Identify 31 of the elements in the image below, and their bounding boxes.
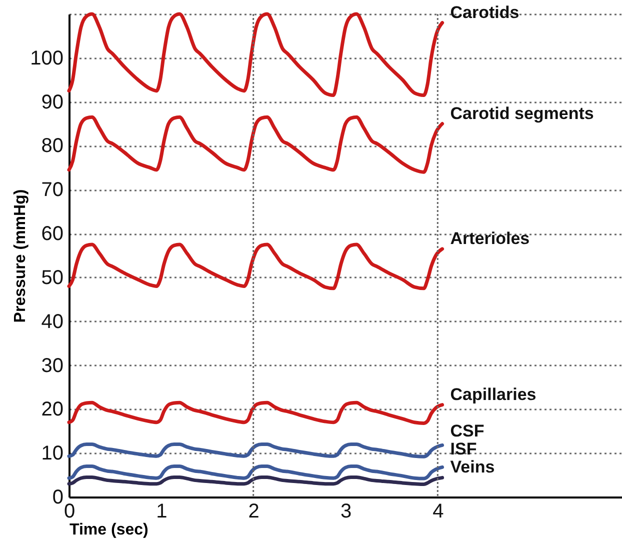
line-series bbox=[67, 242, 444, 290]
x-tick-label: 2 bbox=[248, 500, 260, 522]
y-tick-label: 30 bbox=[41, 354, 64, 377]
x-tick-label: 4 bbox=[432, 500, 444, 522]
series-label: Arterioles bbox=[450, 228, 530, 248]
line-series bbox=[67, 442, 444, 458]
y-tick-label: 60 bbox=[41, 223, 64, 246]
x-tick-label: 3 bbox=[340, 500, 352, 522]
y-tick-label: 40 bbox=[41, 310, 64, 333]
y-tick-label: 50 bbox=[41, 266, 64, 289]
y-tick-label: 100 bbox=[30, 47, 64, 70]
y-tick-label: 10 bbox=[41, 442, 64, 465]
y-tick-label: 20 bbox=[41, 398, 64, 421]
series-label: Carotid segments bbox=[450, 104, 594, 123]
line-series bbox=[67, 464, 444, 480]
series-label: ISF bbox=[450, 440, 477, 459]
line-series bbox=[67, 400, 444, 425]
y-tick-label: 80 bbox=[41, 135, 64, 158]
y-tick-label: 90 bbox=[41, 91, 64, 114]
line-series bbox=[67, 115, 444, 174]
line-series bbox=[67, 475, 444, 486]
y-axis-title: Pressure (mmHg) bbox=[12, 189, 30, 323]
series-label: Veins bbox=[450, 458, 495, 477]
x-axis-title: Time (sec) bbox=[70, 522, 148, 538]
series-label: Capillaries bbox=[450, 384, 536, 404]
line-series bbox=[67, 12, 444, 97]
series-label: CSF bbox=[450, 422, 484, 441]
x-tick-label: 1 bbox=[156, 500, 168, 522]
y-tick-label: 70 bbox=[41, 179, 64, 202]
series-label: Carotids bbox=[450, 2, 520, 22]
y-tick-label: 0 bbox=[52, 486, 64, 508]
